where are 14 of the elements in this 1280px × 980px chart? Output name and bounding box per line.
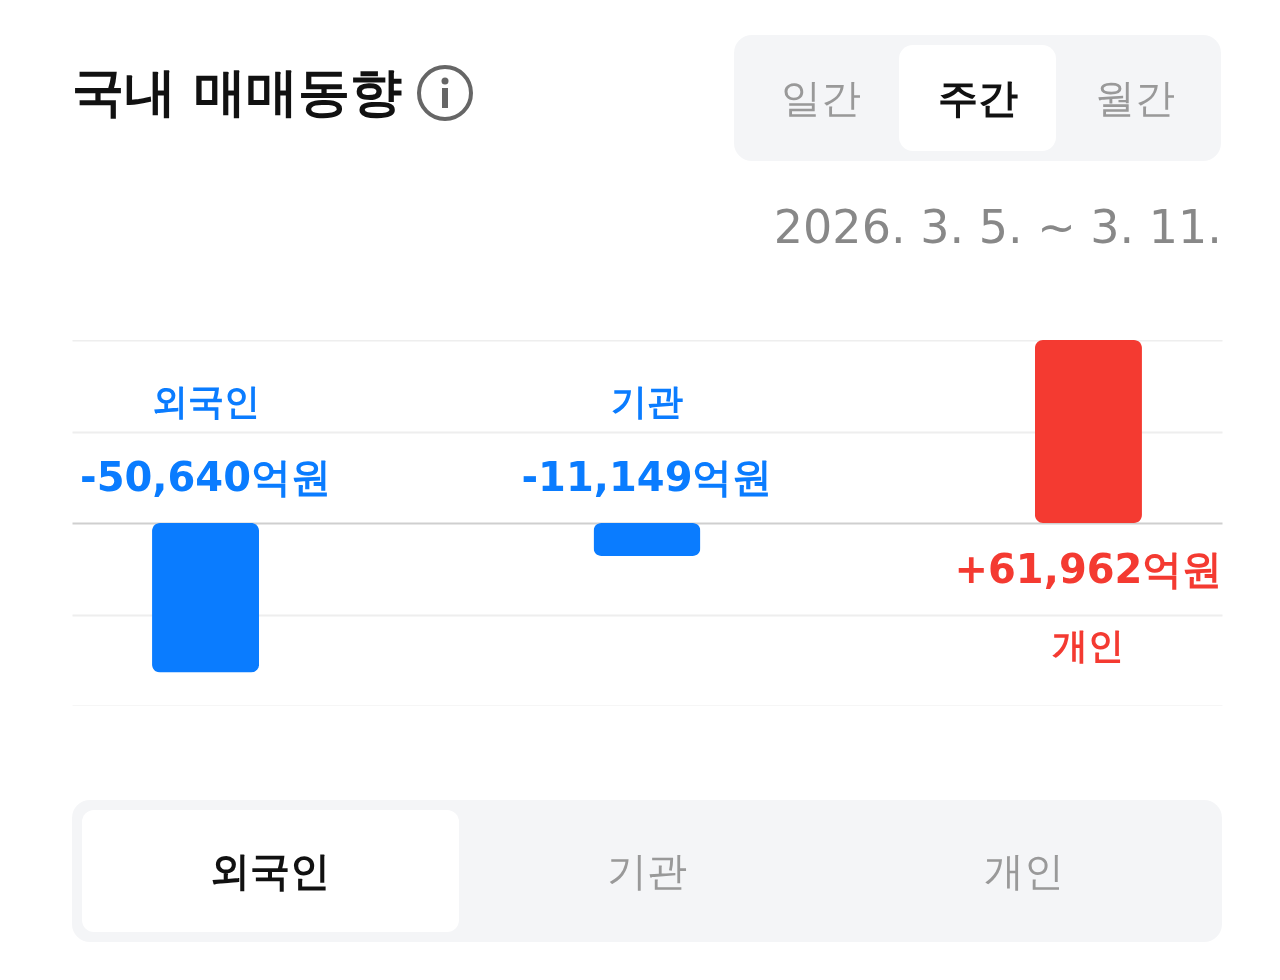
data-label: -50,640억원 bbox=[80, 454, 332, 500]
x-tick-label: 외국인 bbox=[82, 810, 459, 932]
x-tick-label: 개인 bbox=[982, 846, 1065, 896]
text: 월간 bbox=[1093, 73, 1176, 123]
annotation: 기관 bbox=[611, 381, 683, 422]
annotation: 외국인 bbox=[151, 381, 260, 422]
x-tick-label: 기관 bbox=[606, 846, 688, 896]
annotation: 개인 bbox=[1052, 625, 1125, 666]
chart-title: 국내 매매동향 bbox=[72, 61, 403, 124]
data-label: +61,962억원 bbox=[954, 546, 1223, 592]
chart-subtitle: 2026. 3. 5. ~ 3. 11. bbox=[773, 200, 1222, 254]
text: 일간 bbox=[779, 73, 862, 123]
data-label: -11,149억원 bbox=[521, 454, 773, 500]
text: 주간 bbox=[899, 45, 1056, 151]
